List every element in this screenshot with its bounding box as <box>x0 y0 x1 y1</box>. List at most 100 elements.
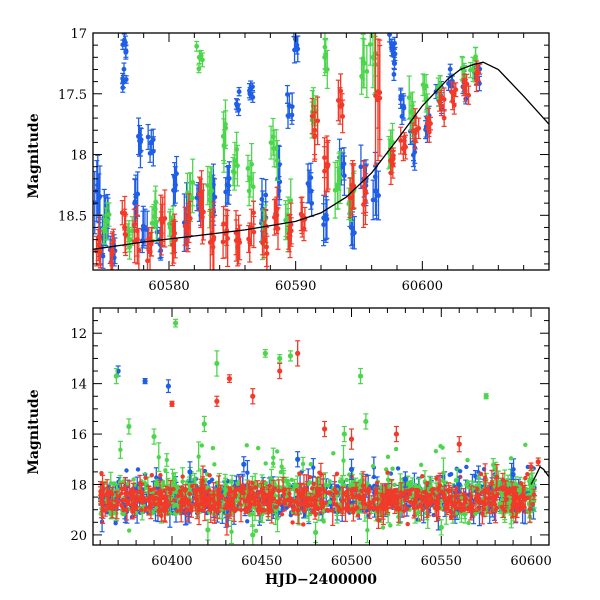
data-point-cluster <box>162 189 168 248</box>
data-point-cluster-marker <box>223 121 228 127</box>
data-point-cluster-marker <box>289 112 295 118</box>
data-point-cluster <box>416 117 422 140</box>
data-point-cluster-marker <box>441 115 447 121</box>
data-point-cluster <box>205 165 211 206</box>
data-point-cluster <box>221 205 227 242</box>
data-point-cluster-marker <box>358 164 364 170</box>
band-point <box>131 477 136 482</box>
data-point-cluster <box>308 162 314 193</box>
data-point-cluster <box>260 230 266 256</box>
data-point-cluster <box>390 149 396 168</box>
data-point-cluster-marker <box>476 70 482 76</box>
data-point-cluster-marker <box>221 221 226 227</box>
data-point-cluster-marker <box>159 220 165 226</box>
band-point-marker <box>395 466 401 471</box>
data-point-cluster-marker <box>288 222 294 228</box>
data-point-cluster <box>441 109 447 127</box>
data-point-cluster-marker <box>194 43 200 49</box>
top-axis-ticks <box>92 32 550 270</box>
data-point-cluster-marker <box>401 138 407 144</box>
data-point-cluster-marker <box>225 236 231 241</box>
data-point-cluster-marker <box>447 66 453 72</box>
band-point-marker <box>207 479 212 485</box>
band-point <box>124 468 129 473</box>
data-point-cluster-marker <box>398 138 404 143</box>
data-point-cluster <box>171 219 177 264</box>
data-point-cluster <box>172 213 178 253</box>
band-point <box>117 440 123 459</box>
data-point-cluster-marker <box>390 156 396 162</box>
data-point-cluster-marker <box>250 94 256 100</box>
data-point-cluster <box>187 200 193 237</box>
data-point-cluster <box>332 161 338 219</box>
x-tick-label: 60590 <box>275 279 316 294</box>
data-point-cluster <box>110 228 116 253</box>
data-point-cluster-marker <box>388 170 394 176</box>
data-point-cluster-marker <box>321 215 327 221</box>
band-point-marker <box>386 485 391 490</box>
data-point-cluster <box>398 87 404 105</box>
data-point-cluster-marker <box>235 163 240 169</box>
data-point-cluster <box>166 211 172 237</box>
data-point-cluster-marker <box>338 88 344 94</box>
data-point-cluster-marker <box>451 102 457 108</box>
data-point-cluster-marker <box>359 73 365 79</box>
data-point-cluster-marker <box>285 113 291 119</box>
data-point-cluster-marker <box>245 166 251 171</box>
data-point-cluster <box>251 215 257 249</box>
data-point <box>391 56 398 71</box>
band-point-marker <box>163 468 168 473</box>
data-point-cluster-marker <box>373 93 378 99</box>
data-point-cluster <box>250 82 256 92</box>
data-point-cluster-marker <box>335 98 341 103</box>
data-point-cluster-marker <box>250 184 256 190</box>
data-point-cluster-marker <box>171 239 177 244</box>
data-point-cluster <box>298 197 304 232</box>
data-point-cluster <box>198 49 204 62</box>
data-point-cluster <box>230 156 236 187</box>
data-point-cluster-marker <box>273 146 279 151</box>
data-point-cluster-marker <box>283 217 289 223</box>
band-point-marker <box>457 468 463 474</box>
data-point-cluster-marker <box>441 97 447 102</box>
data-point-cluster-marker <box>247 88 252 94</box>
data-point-cluster <box>360 160 366 214</box>
data-point-cluster-marker <box>140 223 146 229</box>
y-tick-label: 18 <box>70 149 87 164</box>
band-point-marker <box>118 447 123 453</box>
y-tick-label: 17.5 <box>58 88 87 103</box>
data-point-cluster-marker <box>375 89 381 94</box>
data-point-cluster-marker <box>153 219 159 225</box>
top-data-points <box>93 33 483 270</box>
data-point-cluster-marker <box>199 192 204 198</box>
data-point-cluster <box>412 133 418 150</box>
data-point-cluster-marker <box>412 138 418 144</box>
data-point-cluster-marker <box>237 240 243 245</box>
data-point-cluster-marker <box>449 89 455 95</box>
data-point-cluster <box>98 234 104 269</box>
data-point-cluster <box>398 126 404 155</box>
data-point-cluster-marker <box>315 118 321 124</box>
band-point <box>443 480 449 486</box>
band-point <box>457 468 463 474</box>
data-point-cluster-marker <box>172 230 178 236</box>
data-point-cluster-marker <box>196 66 202 72</box>
data-point-cluster-marker <box>468 67 473 73</box>
data-point-cluster <box>322 137 328 179</box>
bottom-data-points <box>97 318 541 545</box>
band-point-marker <box>156 454 161 460</box>
data-point-cluster-marker <box>288 198 294 203</box>
data-point-cluster-marker <box>325 162 331 168</box>
data-point-cluster-marker <box>409 110 415 116</box>
data-point-cluster <box>108 248 114 270</box>
band-point-marker <box>321 519 326 524</box>
data-point-cluster-marker <box>153 199 159 205</box>
data-point-cluster <box>234 144 240 187</box>
band-point <box>113 520 118 526</box>
band-point-marker <box>311 465 316 470</box>
data-point-cluster <box>159 203 165 243</box>
data-point-cluster-marker <box>111 238 116 244</box>
data-point-cluster <box>199 170 205 220</box>
data-point-cluster-marker <box>132 199 138 204</box>
data-point-cluster-marker <box>410 128 416 134</box>
